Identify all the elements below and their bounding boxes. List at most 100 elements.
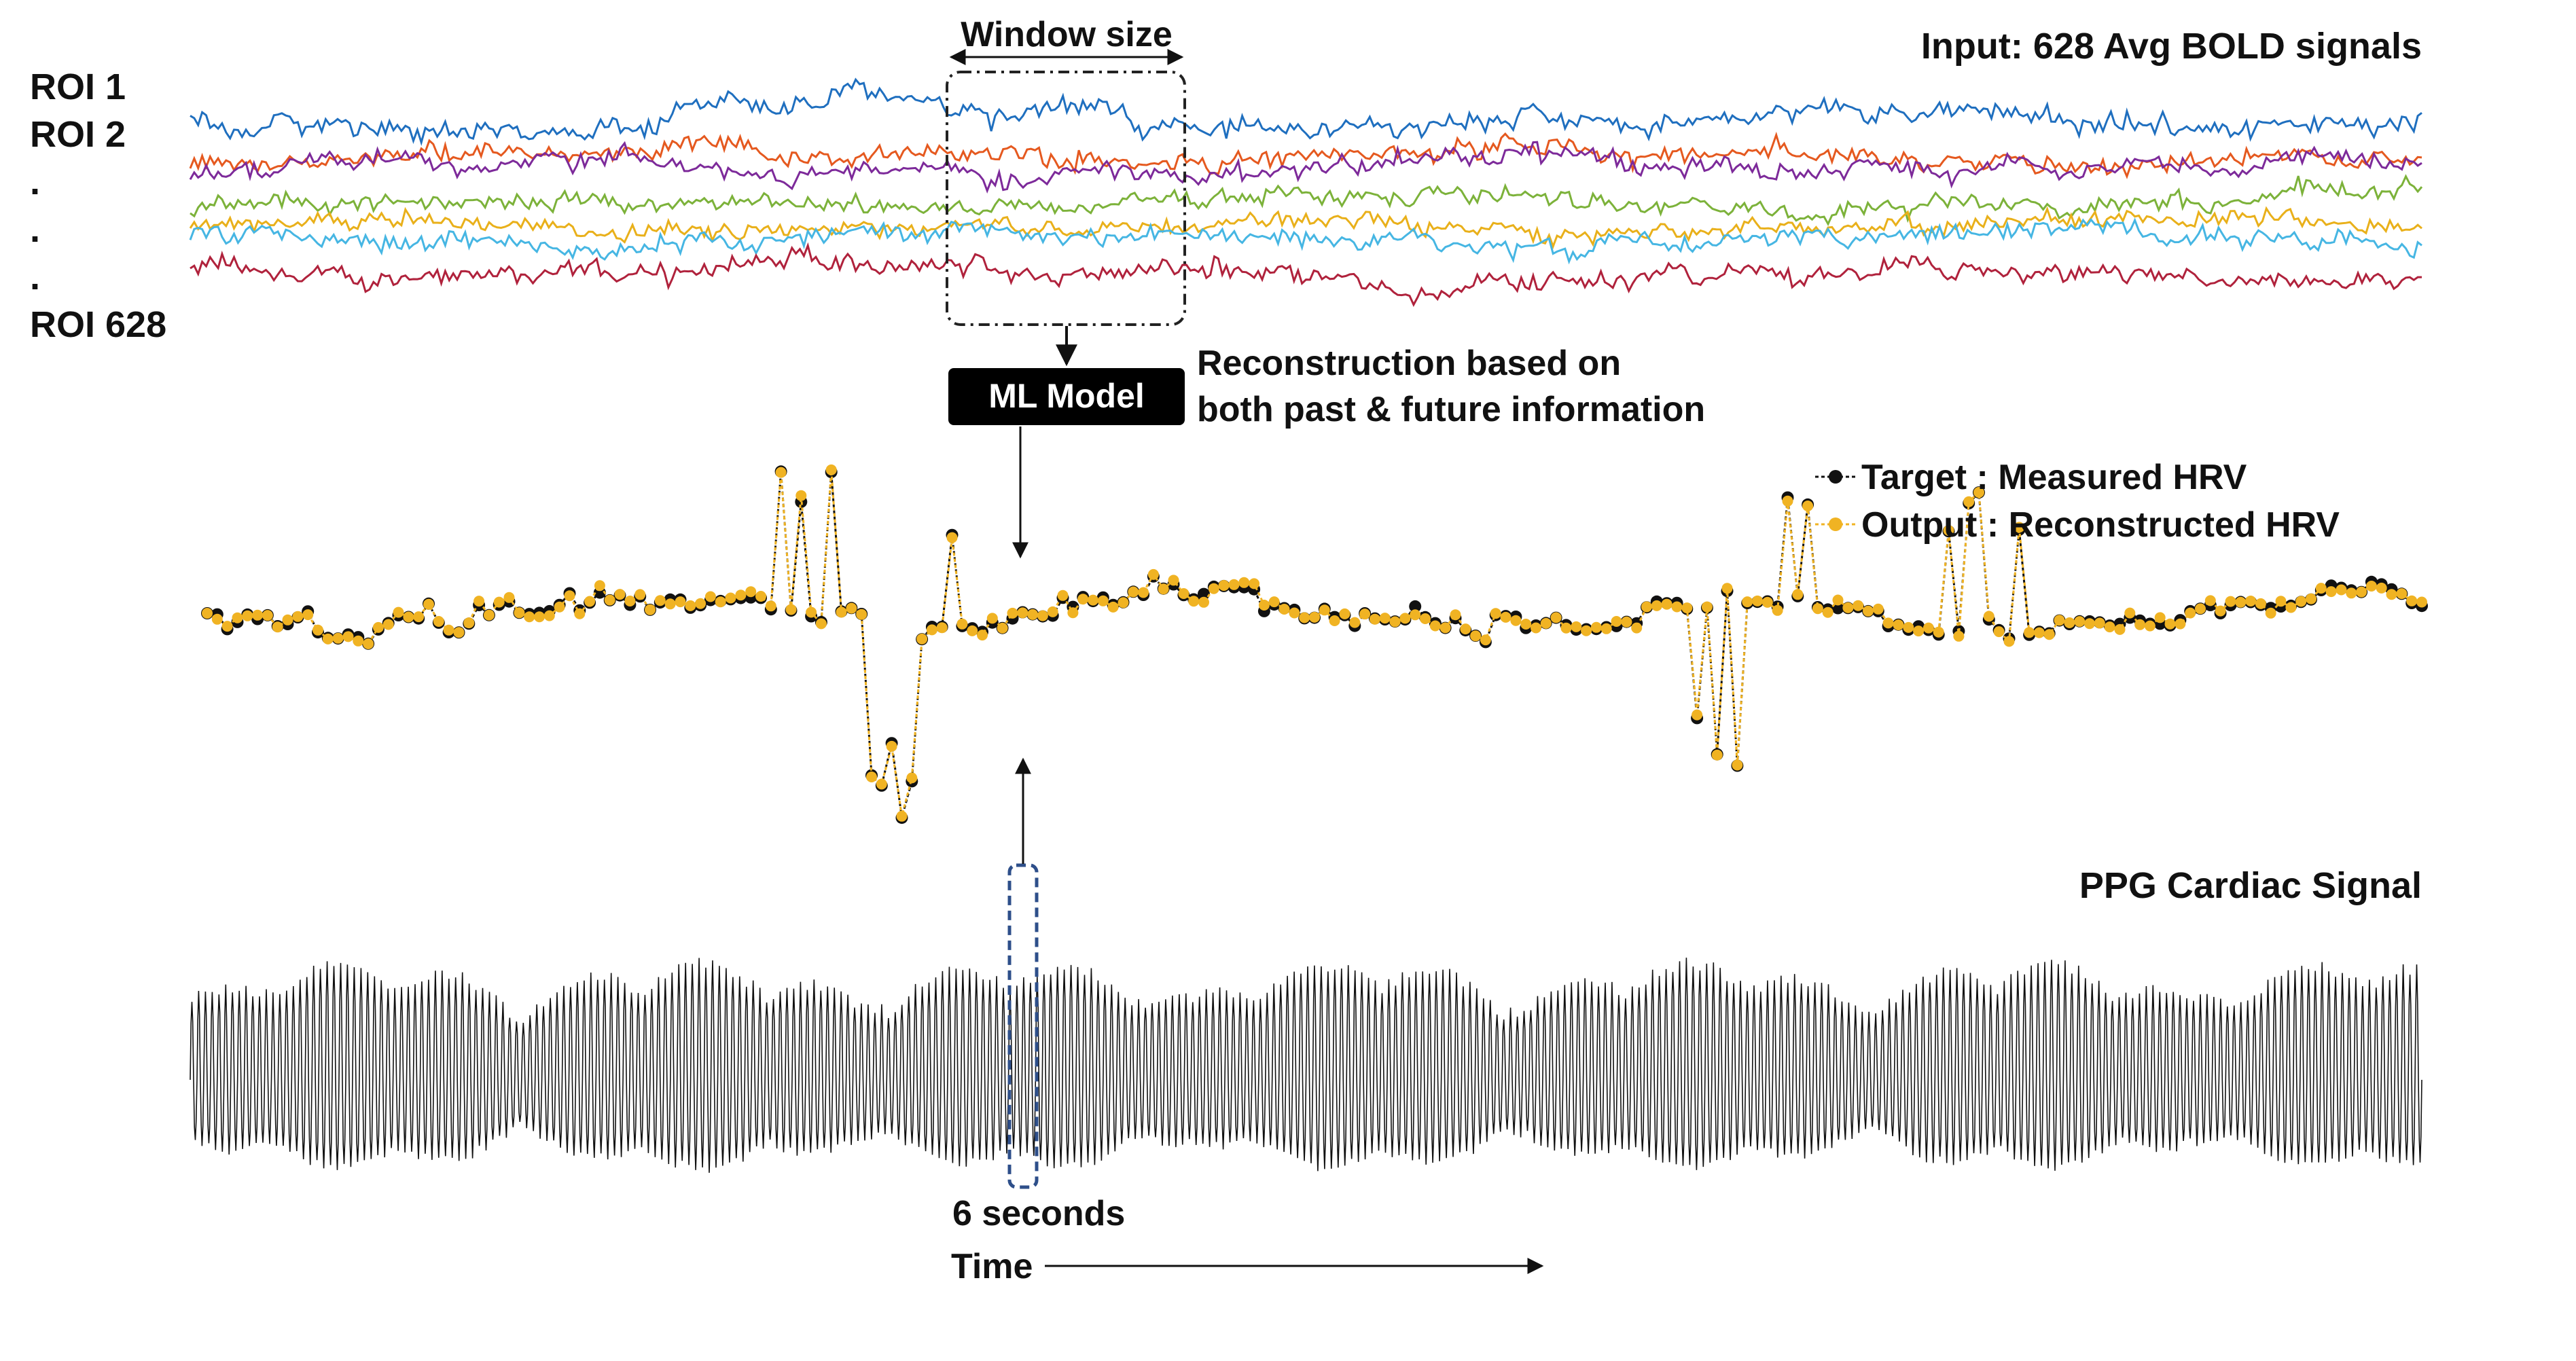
hrv-output-point — [503, 592, 515, 603]
hrv-output-point — [2114, 623, 2126, 635]
hrv-output-point — [1671, 601, 1683, 613]
hrv-output-point — [1611, 616, 1622, 627]
hrv-output-point — [453, 627, 465, 638]
hrv-output-point — [242, 610, 253, 621]
hrv-output-point — [2346, 587, 2357, 599]
hrv-output-point — [1782, 495, 1793, 507]
hrv-output-point — [2365, 581, 2377, 592]
hrv-output-point — [1973, 487, 1984, 498]
hrv-output-point — [825, 464, 837, 475]
hrv-output-point — [2154, 612, 2166, 623]
hrv-output-point — [956, 618, 968, 630]
hrv-output-point — [1893, 619, 1904, 631]
hrv-output-point — [1531, 622, 1541, 634]
hrv-output-point — [1490, 608, 1501, 619]
hrv-output-point — [1661, 598, 1672, 610]
hrv-output-point — [1258, 600, 1270, 611]
hrv-output-point — [363, 638, 374, 649]
hrv-output-point — [252, 609, 264, 621]
hrv-output-point — [1963, 496, 1975, 507]
hrv-output-point — [1460, 623, 1471, 635]
hrv-output-point — [393, 606, 404, 618]
hrv-output-point — [1329, 615, 1340, 626]
hrv-output-point — [645, 604, 656, 615]
hrv-output-point — [1943, 525, 1954, 536]
hrv-output-point — [765, 600, 776, 612]
hrv-output-point — [493, 596, 505, 608]
hrv-output-point — [2215, 605, 2226, 617]
hrv-output-point — [1922, 622, 1934, 634]
hrv-output-point — [2325, 586, 2337, 598]
hrv-output-point — [1701, 601, 1713, 613]
hrv-output-point — [1450, 609, 1461, 621]
hrv-output-point — [1420, 613, 1431, 624]
hrv-output-point — [997, 622, 1008, 634]
hrv-output-point — [554, 601, 565, 613]
hrv-output-point — [1178, 588, 1189, 599]
hrv-output-point — [2315, 583, 2327, 594]
hrv-output-point — [332, 632, 344, 644]
legend-target-marker — [1829, 470, 1842, 484]
hrv-output-point — [1540, 617, 1552, 629]
hrv-output-point — [1057, 589, 1069, 601]
hrv-output-point — [1238, 577, 1250, 588]
hrv-output-point — [524, 611, 535, 623]
hrv-output-point — [423, 598, 434, 610]
hrv-plot — [201, 464, 2428, 824]
hrv-output-point — [1309, 611, 1320, 623]
hrv-output-point — [211, 613, 223, 625]
hrv-output-point — [2386, 589, 2397, 600]
bold-series-line — [189, 217, 2422, 265]
hrv-output-point — [1510, 615, 1522, 626]
roi-label-dot-1: . — [30, 162, 40, 202]
hrv-output-point — [775, 467, 787, 478]
hrv-output-point — [2175, 618, 2186, 630]
hrv-output-point — [2204, 595, 2216, 606]
hrv-output-point — [1953, 630, 1965, 642]
reconstruction-note-line1: Reconstruction based on — [1197, 344, 1621, 383]
hrv-output-point — [2336, 584, 2347, 596]
ml-model-label: ML Model — [988, 377, 1145, 415]
hrv-output-point — [986, 613, 998, 624]
bold-series-line — [189, 131, 2422, 179]
hrv-output-point — [1410, 609, 1421, 621]
hrv-output-point — [1228, 579, 1240, 590]
hrv-output-point — [1429, 620, 1441, 632]
hrv-output-point — [1590, 621, 1602, 633]
hrv-output-point — [1863, 605, 1874, 617]
hrv-output-point — [2185, 607, 2196, 619]
hrv-output-point — [1792, 589, 1804, 600]
hrv-output-point — [2376, 582, 2387, 594]
hrv-output-point — [2074, 616, 2086, 628]
hrv-output-point — [1067, 607, 1079, 619]
hrv-output-point — [916, 633, 928, 645]
hrv-output-point — [1268, 596, 1280, 608]
hrv-output-point — [2255, 598, 2266, 609]
roi-label-dot-3: . — [30, 257, 40, 297]
hrv-output-point — [2003, 636, 2015, 647]
roi-labels: ROI 1 ROI 2 . . . ROI 628 — [30, 67, 166, 345]
legend-output-label: Output : Reconstructed HRV — [1861, 505, 2340, 545]
hrv-output-point — [2094, 617, 2105, 629]
hrv-output-point — [463, 617, 475, 629]
hrv-output-point — [1188, 596, 1200, 607]
hrv-output-point — [221, 621, 233, 632]
hrv-output-point — [685, 600, 696, 611]
window-size-label: Window size — [961, 15, 1173, 54]
hrv-output-point — [2356, 586, 2367, 598]
hrv-output-point — [2164, 618, 2176, 630]
hrv-output-point — [1872, 603, 1884, 615]
hrv-output-point — [1903, 621, 1914, 633]
bold-series-line — [190, 242, 2422, 307]
hrv-output-point — [1732, 759, 1743, 771]
hrv-output-point — [2134, 619, 2146, 630]
hrv-output-point — [745, 586, 757, 598]
hrv-output-point — [413, 611, 425, 623]
hrv-output-point — [1470, 630, 1482, 642]
hrv-output-point — [1641, 601, 1652, 613]
bold-signal-lines — [189, 77, 2423, 307]
hrv-output-point — [1339, 608, 1350, 619]
hrv-output-point — [292, 611, 304, 622]
hrv-output-point — [1017, 607, 1028, 619]
hrv-output-point — [312, 624, 323, 636]
